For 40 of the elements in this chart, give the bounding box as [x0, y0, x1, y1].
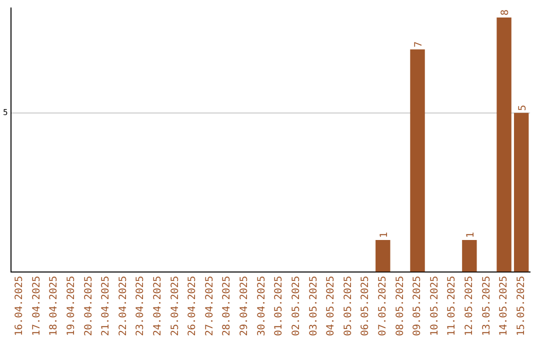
x-tick-label: 26.04.2025	[187, 276, 198, 336]
x-tick-label: 28.04.2025	[222, 276, 233, 336]
x-tick-label: 24.04.2025	[152, 276, 164, 336]
data-label: 5	[517, 104, 528, 111]
data-label: 1	[465, 232, 476, 238]
bar	[376, 240, 390, 272]
x-tick-label: 07.05.2025	[377, 276, 388, 336]
bar	[496, 18, 512, 272]
bar	[514, 112, 529, 272]
x-tick-label: 02.05.2025	[290, 276, 302, 336]
x-tick-label: 04.05.2025	[326, 276, 337, 336]
data-label: 1	[378, 232, 390, 238]
x-tick-label: 20.04.2025	[83, 276, 94, 336]
x-tick-label: 27.04.2025	[204, 276, 216, 336]
x-tick-label: 22.04.2025	[118, 276, 129, 336]
x-tick-label: 03.05.2025	[308, 276, 320, 336]
x-tick-label: 05.05.2025	[342, 276, 354, 336]
x-tick-label: 17.04.2025	[31, 276, 42, 336]
x-tick-label: 13.05.2025	[481, 276, 492, 336]
x-tick-label: 19.04.2025	[66, 276, 77, 336]
data-label: 8	[500, 10, 512, 16]
x-tick-label: 10.05.2025	[429, 276, 440, 336]
x-tick-label: 12.05.2025	[464, 276, 476, 336]
x-tick-label: 18.04.2025	[48, 276, 60, 336]
bar	[462, 240, 477, 272]
bar	[410, 49, 425, 272]
x-tick-label: 23.04.2025	[135, 276, 146, 336]
x-tick-label: 25.04.2025	[170, 276, 181, 336]
x-tick-label: 01.05.2025	[274, 276, 285, 336]
x-tick-label: 11.05.2025	[446, 276, 458, 336]
data-label: 7	[414, 41, 425, 48]
x-tick-label: 29.04.2025	[239, 276, 250, 336]
x-tick-label: 15.05.2025	[516, 276, 527, 336]
x-tick-label: 21.04.2025	[100, 276, 112, 336]
x-tick-label: 16.04.2025	[14, 276, 26, 336]
x-tick-label: 09.05.2025	[412, 276, 424, 336]
x-tick-label: 06.05.2025	[360, 276, 372, 336]
x-tick-label: 08.05.2025	[394, 276, 406, 336]
x-tick-label: 30.04.2025	[256, 276, 268, 336]
x-tick-label: 14.05.2025	[498, 276, 510, 336]
